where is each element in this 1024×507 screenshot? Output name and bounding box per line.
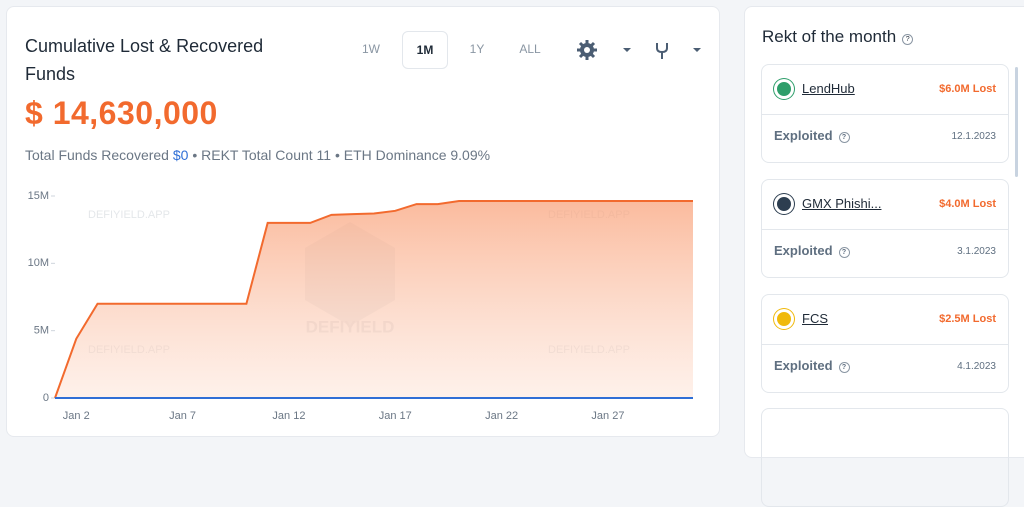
x-tick-label: Jan 17 [379,410,412,422]
divider [762,229,1008,230]
status-text: Exploited [774,358,833,373]
area [55,200,693,398]
recovered-label: Total Funds Recovered [25,147,169,163]
date: 4.1.2023 [957,361,996,372]
count: REKT Total Count 11 [201,147,332,163]
recovered-value: $0 [172,147,189,163]
y-tick-label: 5M [34,325,49,337]
status: Exploited? [774,358,850,373]
y-tick-label: 15M [28,190,49,202]
stats: Total Funds Recovered $0 • REKT Total Co… [25,147,490,163]
range-button[interactable]: 1M [402,31,448,69]
date: 3.1.2023 [957,246,996,257]
project-logo [774,194,794,214]
settings-icon[interactable] [577,40,597,60]
x-tick-label: Jan 27 [591,410,624,422]
y-tick-label: 10M [28,257,49,269]
toolbar-icons [577,40,701,60]
page: Cumulative Lost & Recovered Funds $ 14,6… [6,6,1024,507]
total-lost: $ 14,630,000 [25,95,218,131]
project-name[interactable]: GMX Phishi... [802,196,882,211]
date: 12.1.2023 [951,131,997,142]
project-name[interactable]: LendHub [802,81,855,96]
lost-amount: $4.0M Lost [939,198,996,210]
divider [762,344,1008,345]
dropdown-icon[interactable] [623,48,631,52]
x-tick-label: Jan 7 [169,410,196,422]
project-logo [774,309,794,329]
status: Exploited? [774,128,850,143]
status-text: Exploited [774,243,833,258]
help-icon[interactable]: ? [838,247,850,258]
sidebar-title-text: Rekt of the month [762,27,897,46]
line [54,199,693,399]
lost-amount: $2.5M Lost [939,313,996,325]
range-button[interactable]: 1Y [469,42,485,56]
chart: DEFIYIELD.APPDEFIYIELD.APPDEFIYIELD.APPD… [28,190,693,422]
range-button[interactable]: ALL [519,42,541,56]
watermark: DEFIYIELD.APP [88,209,170,221]
item-partial [761,408,1009,507]
rekt-item[interactable]: LendHub $6.0M Lost Exploited? 12.1.2023 [761,64,1009,163]
sidebar-title: Rekt of the month? [762,27,914,47]
dominance: ETH Dominance 9.09% [343,147,491,163]
lost-amount: $6.0M Lost [939,83,996,95]
status: Exploited? [774,243,850,258]
card-title: Cumulative Lost & Recovered Funds [25,36,264,84]
sidebar: Rekt of the month? LendHub $6.0M Lost Expl… [744,6,1024,507]
y-tick-label: 0 [43,392,49,404]
project-logo [774,79,794,99]
scrollbar [1015,67,1018,177]
x-tick-label: Jan 12 [272,410,305,422]
project-name[interactable]: FCS [802,311,828,326]
x-tick-label: Jan 22 [485,410,518,422]
separator: • [192,147,198,163]
help-icon[interactable]: ? [838,132,850,143]
status-text: Exploited [774,128,833,143]
x-tick-label: Jan 2 [63,410,90,422]
range-button[interactable]: 1W [362,42,380,56]
fork-icon[interactable] [656,43,668,59]
separator: • [334,147,340,163]
help-icon[interactable]: ? [838,362,850,373]
rekt-item[interactable]: FCS $2.5M Lost Exploited? 4.1.2023 [761,294,1009,393]
dropdown-icon[interactable] [693,48,701,52]
divider [762,114,1008,115]
help-icon[interactable]: ? [902,34,914,45]
rekt-item[interactable]: GMX Phishi... $4.0M Lost Exploited? 3.1.202… [761,179,1009,278]
